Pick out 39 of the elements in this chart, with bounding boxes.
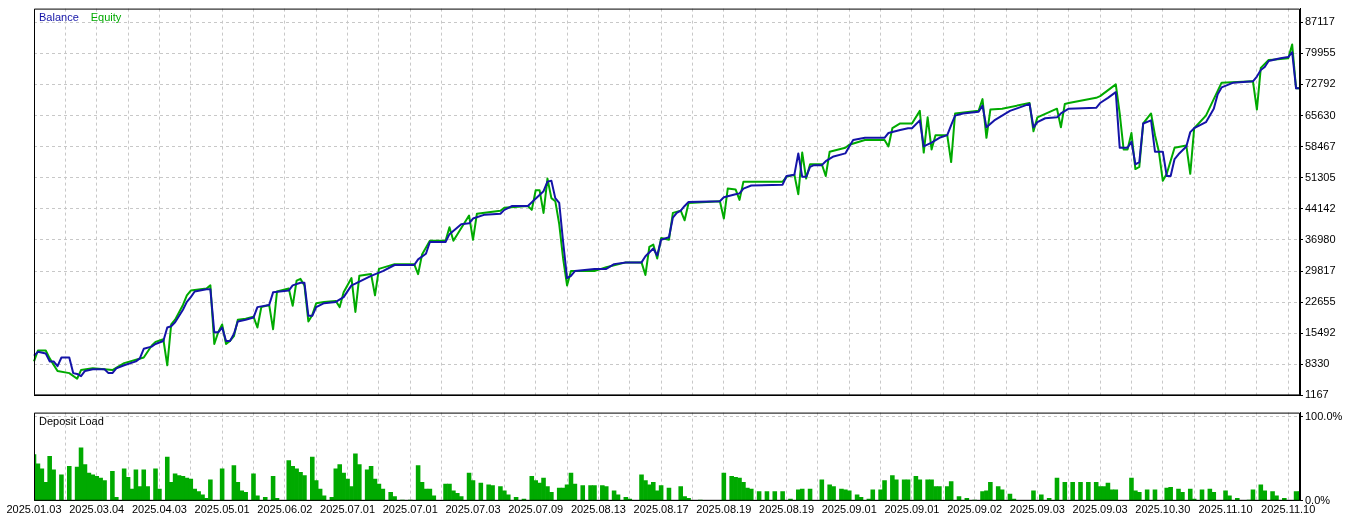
chart-title: Deposit Load xyxy=(39,415,104,428)
x-tick-label: 2025.08.19 xyxy=(696,503,752,516)
x-tick-label: 2025.07.01 xyxy=(382,503,438,516)
y-tick-label: 58467 xyxy=(1305,139,1336,152)
x-tick-label: 2025.09.01 xyxy=(884,503,940,516)
x-tick-label: 2025.01.03 xyxy=(6,503,62,516)
y-tick-label: 79955 xyxy=(1305,46,1336,59)
x-tick-label: 2025.07.01 xyxy=(320,503,376,516)
x-tick-label: 2025.08.17 xyxy=(633,503,689,516)
y-tick-label: 72792 xyxy=(1305,77,1336,90)
y-tick-label: 22655 xyxy=(1305,295,1336,308)
x-tick-label: 2025.03.04 xyxy=(69,503,125,516)
x-tick-label: 2025.11.10 xyxy=(1261,503,1316,516)
x-tick-label: 2025.04.03 xyxy=(131,503,187,516)
x-tick-label: 2025.08.19 xyxy=(759,503,815,516)
x-tick-label: 2025.07.09 xyxy=(508,503,564,516)
y-tick-label: 51305 xyxy=(1305,170,1336,183)
y-tick-label: 65630 xyxy=(1305,108,1336,121)
x-tick-label: 2025.09.01 xyxy=(821,503,877,516)
x-tick-label: 2025.09.02 xyxy=(947,503,1003,516)
x-tick-label: 2025.10.30 xyxy=(1135,503,1191,516)
text: Equity xyxy=(90,11,122,24)
y-tick-label: 8330 xyxy=(1305,357,1330,370)
y-tick-label: 15492 xyxy=(1305,326,1336,339)
x-tick-label: 2025.05.01 xyxy=(194,503,250,516)
x-tick-label: 2025.08.13 xyxy=(570,503,626,516)
y-tick-label: 0.0% xyxy=(1305,493,1331,506)
y-tick-label: 87117 xyxy=(1305,15,1335,28)
y-tick-label: 1167 xyxy=(1305,388,1329,401)
x-tick-label: 2025.07.03 xyxy=(445,503,501,516)
x-tick-label: 2025.09.03 xyxy=(1072,503,1128,516)
x-tick-label: 2025.09.03 xyxy=(1009,503,1065,516)
x-tick-label: 2025.11.10 xyxy=(1198,503,1253,516)
y-tick-label: 29817 xyxy=(1305,264,1336,277)
y-tick-label: 44142 xyxy=(1305,201,1336,214)
y-tick-label: 36980 xyxy=(1305,232,1336,245)
y-tick-label: 100.0% xyxy=(1305,409,1343,422)
x-tick-label: 2025.06.02 xyxy=(257,503,313,516)
text: Balance xyxy=(39,11,79,24)
